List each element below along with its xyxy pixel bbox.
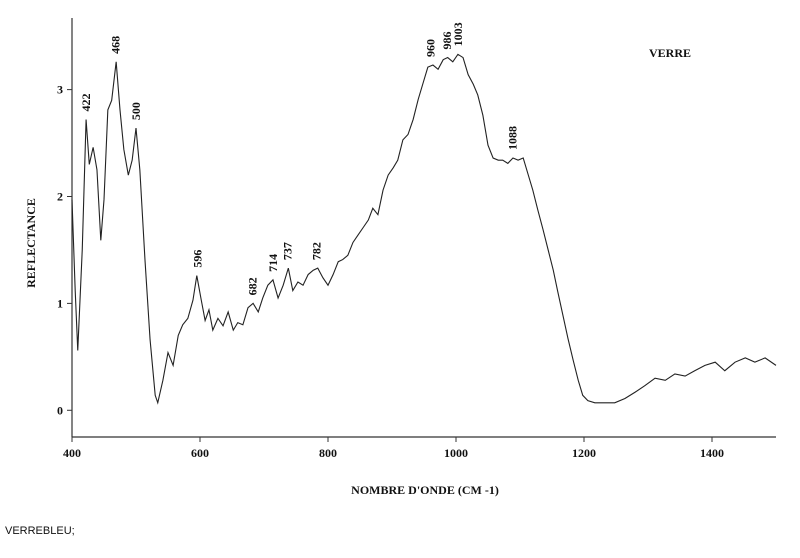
peak-label: 737 <box>281 242 295 260</box>
peak-label: 714 <box>266 254 280 272</box>
caption: VERREBLEU; <box>5 525 75 537</box>
x-tick-label: 600 <box>191 446 209 460</box>
annotation: VERRE <box>649 46 691 60</box>
x-tick-label: 1200 <box>572 446 596 460</box>
peak-label: 500 <box>129 102 143 120</box>
x-tick-label: 1400 <box>700 446 724 460</box>
peak-label: 960 <box>423 39 437 57</box>
peak-label: 468 <box>109 36 123 54</box>
peak-label: 596 <box>190 250 204 268</box>
y-tick-label: 0 <box>57 403 63 417</box>
peak-label: 1088 <box>505 126 519 150</box>
peak-label: 1003 <box>451 22 465 46</box>
peak-label: 682 <box>245 277 259 295</box>
y-axis-label: REFLECTANCE <box>24 198 38 288</box>
y-tick-label: 3 <box>57 83 63 97</box>
y-tick-label: 1 <box>57 296 63 310</box>
x-tick-label: 400 <box>63 446 81 460</box>
spectrum-line <box>71 53 777 405</box>
peak-label: 986 <box>440 32 454 50</box>
x-tick-label: 800 <box>319 446 337 460</box>
x-tick-label: 1000 <box>444 446 468 460</box>
peak-label: 782 <box>309 242 323 260</box>
x-axis-label: NOMBRE D'ONDE (CM -1) <box>351 483 499 497</box>
peak-label: 422 <box>79 94 93 112</box>
y-tick-label: 2 <box>57 190 63 204</box>
